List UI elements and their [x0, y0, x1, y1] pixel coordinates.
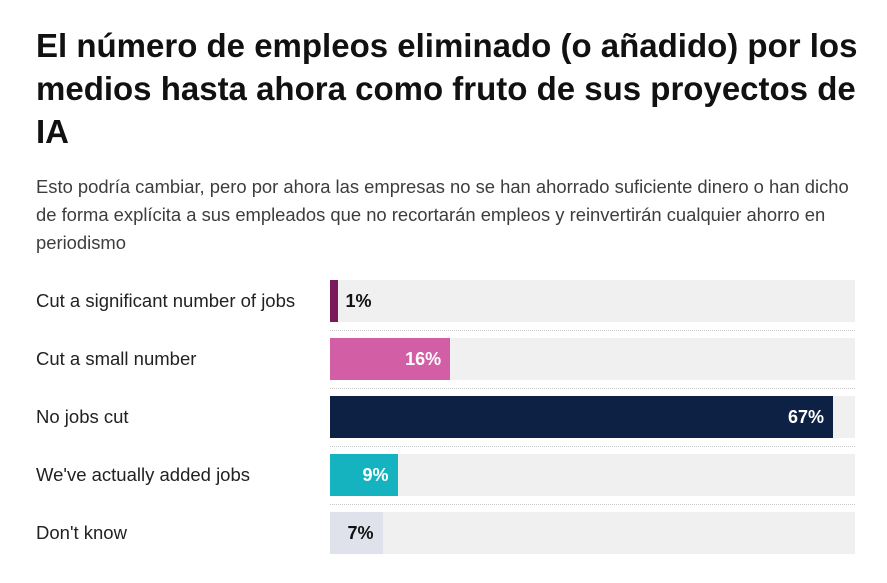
- category-label: We've actually added jobs: [36, 464, 251, 485]
- chart-title: El número de empleos eliminado (o añadid…: [36, 27, 858, 150]
- bar: [330, 512, 383, 554]
- row-divider: [330, 330, 855, 331]
- bar-track: [330, 454, 855, 496]
- bar-track: [330, 512, 855, 554]
- data-label: 9%: [362, 465, 389, 485]
- chart-subtitle: Esto podría cambiar, pero por ahora las …: [36, 176, 849, 253]
- data-label: 7%: [347, 523, 374, 543]
- bar: [330, 396, 833, 438]
- data-label: 1%: [345, 291, 372, 311]
- category-label: Cut a significant number of jobs: [36, 290, 296, 311]
- bar-track: [330, 280, 855, 322]
- row-divider: [330, 446, 855, 447]
- bar: [330, 280, 338, 322]
- bar: [330, 338, 451, 380]
- category-label: Don't know: [36, 522, 127, 543]
- data-label: 67%: [787, 407, 824, 427]
- data-label: 16%: [405, 349, 442, 369]
- row-divider: [330, 388, 855, 389]
- bar: [330, 454, 398, 496]
- category-label: No jobs cut: [36, 406, 129, 427]
- category-label: Cut a small number: [36, 348, 197, 369]
- row-divider: [330, 504, 855, 505]
